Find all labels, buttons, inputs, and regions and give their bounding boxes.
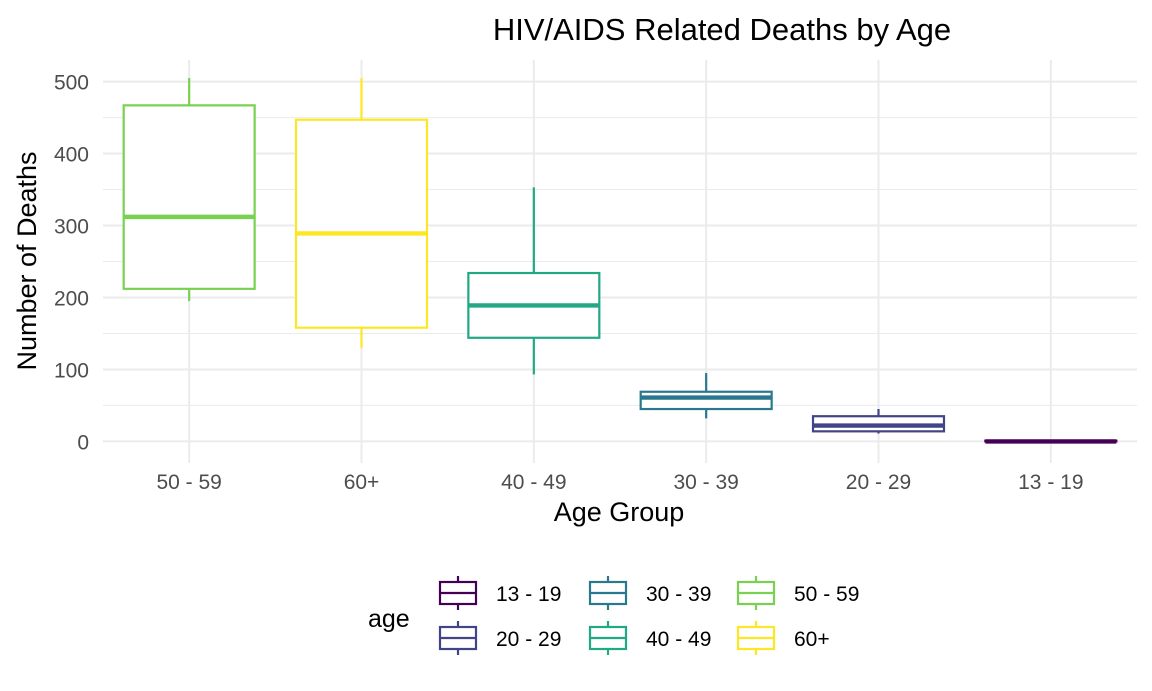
grid-lines: [103, 60, 1137, 463]
x-axis-ticks: 50 - 59 60+ 40 - 49 30 - 39 20 - 29 13 - 19: [156, 471, 1083, 494]
y-tick-label: 500: [54, 72, 89, 95]
x-tick-label: 60+: [344, 471, 380, 494]
box-13-19: [984, 439, 1118, 444]
x-tick-label: 30 - 39: [673, 471, 738, 494]
y-axis-ticks: 0 100 200 300 400 500: [54, 72, 89, 455]
legend-label: 30 - 39: [646, 583, 711, 606]
legend-item: 30 - 39: [588, 576, 711, 610]
x-tick-label: 40 - 49: [501, 471, 566, 494]
x-tick-label: 13 - 19: [1018, 471, 1083, 494]
box-20-29: [811, 409, 946, 434]
legend: age 13 - 19 20 - 29 30 - 39 40 - 49 50 - 59 6…: [368, 576, 859, 655]
legend-items: 13 - 19 20 - 29 30 - 39 40 - 49 50 - 59 60+: [438, 576, 859, 655]
legend-title: age: [368, 605, 410, 633]
legend-item: 60+: [736, 621, 830, 655]
legend-label: 50 - 59: [794, 583, 859, 606]
y-tick-label: 300: [54, 216, 89, 239]
legend-item: 20 - 29: [438, 621, 561, 655]
legend-label: 40 - 49: [646, 628, 711, 651]
box-30-39: [639, 373, 773, 419]
box-50-59: [122, 77, 256, 302]
box-iqr: [122, 104, 256, 290]
y-axis-label: Number of Deaths: [12, 151, 42, 370]
y-tick-label: 200: [54, 287, 89, 310]
legend-label: 20 - 29: [496, 628, 561, 651]
box-iqr: [639, 390, 773, 411]
legend-label: 13 - 19: [496, 583, 561, 606]
legend-item: 40 - 49: [588, 621, 711, 655]
chart-title: HIV/AIDS Related Deaths by Age: [493, 12, 951, 47]
box-iqr: [294, 118, 429, 329]
legend-label: 60+: [794, 628, 830, 651]
legend-item: 50 - 59: [736, 576, 859, 610]
box-40-49: [467, 187, 601, 375]
y-tick-label: 0: [77, 431, 89, 454]
x-axis-label: Age Group: [554, 497, 685, 527]
x-tick-label: 50 - 59: [156, 471, 221, 494]
box-60+: [294, 77, 429, 348]
legend-item: 13 - 19: [438, 576, 561, 610]
y-tick-label: 400: [54, 144, 89, 167]
x-tick-label: 20 - 29: [846, 471, 911, 494]
y-tick-label: 100: [54, 359, 89, 382]
boxes: [122, 77, 1118, 444]
